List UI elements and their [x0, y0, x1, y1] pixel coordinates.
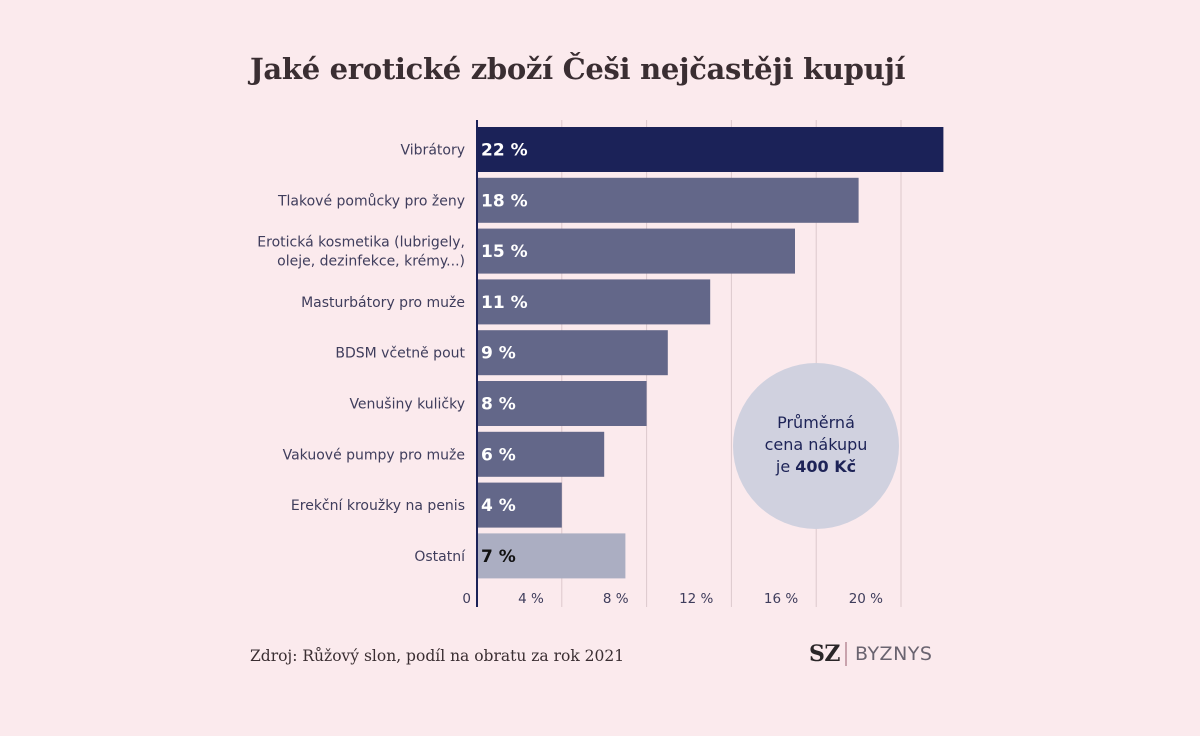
x-tick-label: 20 %: [849, 591, 883, 607]
bar: [477, 279, 711, 325]
publisher-logo: SZ BYZNYS: [809, 640, 932, 668]
bar: [477, 533, 626, 579]
category-label: Masturbátory pro muže: [301, 295, 465, 311]
bar-value-label: 11 %: [481, 293, 528, 313]
bar: [477, 482, 562, 528]
bars: 22 % 18 % 15 % 11 % 9 % 8 % 6 % 4 % 7 %: [477, 127, 944, 579]
bar: [477, 177, 859, 223]
bar: [477, 431, 605, 477]
category-label: Ostatní: [414, 549, 466, 565]
bar: [477, 330, 668, 376]
x-tick-label: 4 %: [518, 591, 544, 607]
bar-value-label: 7 %: [481, 547, 516, 567]
category-label: BDSM včetně pout: [335, 346, 465, 362]
note-circle: [733, 363, 899, 529]
bar-value-label: 18 %: [481, 191, 528, 211]
x-tick-label: 16 %: [764, 591, 798, 607]
bar: [477, 127, 944, 172]
bar-value-label: 6 %: [481, 445, 516, 465]
note-segment: je: [775, 457, 795, 476]
chart-title: Jaké erotické zboží Češi nejčastěji kupu…: [250, 52, 906, 86]
bar-value-label: 9 %: [481, 344, 516, 364]
source-note: Zdroj: Růžový slon, podíl na obratu za r…: [250, 647, 625, 665]
category-label: Erotická kosmetika (lubrigely,: [257, 235, 465, 251]
bar-value-label: 8 %: [481, 395, 516, 415]
note-segment: Průměrná: [777, 413, 855, 432]
category-label: Vibrátory: [401, 143, 465, 159]
average-price-note: Průměrná cena nákupu je 400 Kč: [733, 363, 899, 529]
logo-divider: [844, 642, 847, 666]
bar: [477, 381, 647, 426]
note-segment: cena nákupu: [765, 435, 868, 454]
category-labels: Vibrátory Tlakové pomůcky pro ženy Erotick…: [257, 143, 466, 565]
bar-value-label: 15 %: [481, 242, 528, 262]
bar-value-label: 4 %: [481, 496, 516, 516]
note-line: Průměrná: [777, 413, 855, 432]
logo-mark: SZ: [809, 641, 840, 667]
category-label: oleje, dezinfekce, krémy...): [277, 254, 465, 270]
note-line: cena nákupu: [765, 435, 868, 454]
bar-value-label: 22 %: [481, 141, 528, 161]
category-label: Erekční kroužky na penis: [291, 498, 465, 514]
category-label: Vakuové pumpy pro muže: [283, 447, 465, 463]
x-axis-ticks: 0 4 % 8 % 12 % 16 % 20 %: [462, 591, 883, 607]
x-tick-label: 8 %: [603, 591, 629, 607]
logo-text: BYZNYS: [854, 643, 933, 665]
category-label: Tlakové pomůcky pro ženy: [277, 193, 465, 209]
note-line: je 400 Kč: [775, 457, 856, 476]
x-tick-label: 0: [462, 591, 471, 607]
category-label: Venušiny kuličky: [349, 397, 465, 413]
note-segment: 400 Kč: [795, 457, 856, 476]
x-tick-label: 12 %: [679, 591, 713, 607]
bar: [477, 228, 795, 274]
